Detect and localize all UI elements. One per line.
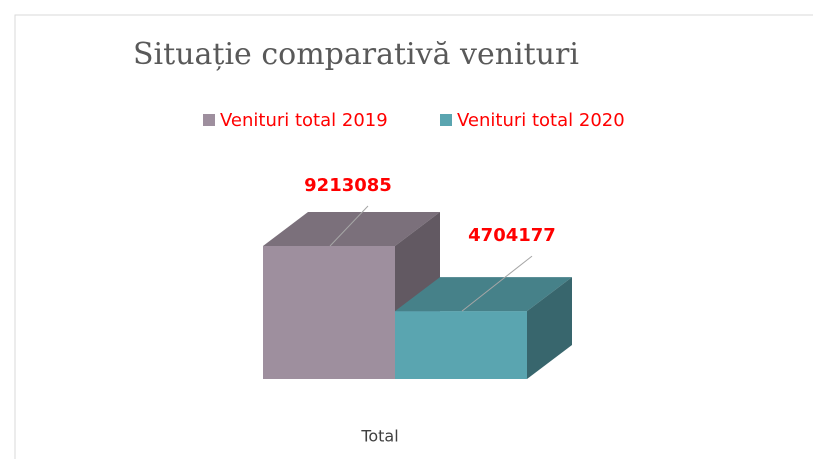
- leader-line: [461, 255, 533, 312]
- data-label: 9213085: [304, 175, 392, 196]
- legend-marker: [440, 114, 452, 126]
- chart-frame: [14, 14, 813, 459]
- bar-front: [395, 311, 527, 379]
- bar-side: [527, 277, 572, 379]
- legend-marker: [203, 114, 215, 126]
- data-label: 4704177: [468, 225, 556, 246]
- bar-front: [263, 246, 395, 379]
- x-tick-label: Total: [360, 427, 398, 446]
- legend-label: Venituri total 2019: [220, 110, 388, 131]
- leader-line: [329, 205, 369, 247]
- bar-top: [263, 212, 440, 246]
- legend-label: Venituri total 2020: [457, 110, 625, 131]
- chart-title: Situație comparativă venituri: [133, 37, 579, 72]
